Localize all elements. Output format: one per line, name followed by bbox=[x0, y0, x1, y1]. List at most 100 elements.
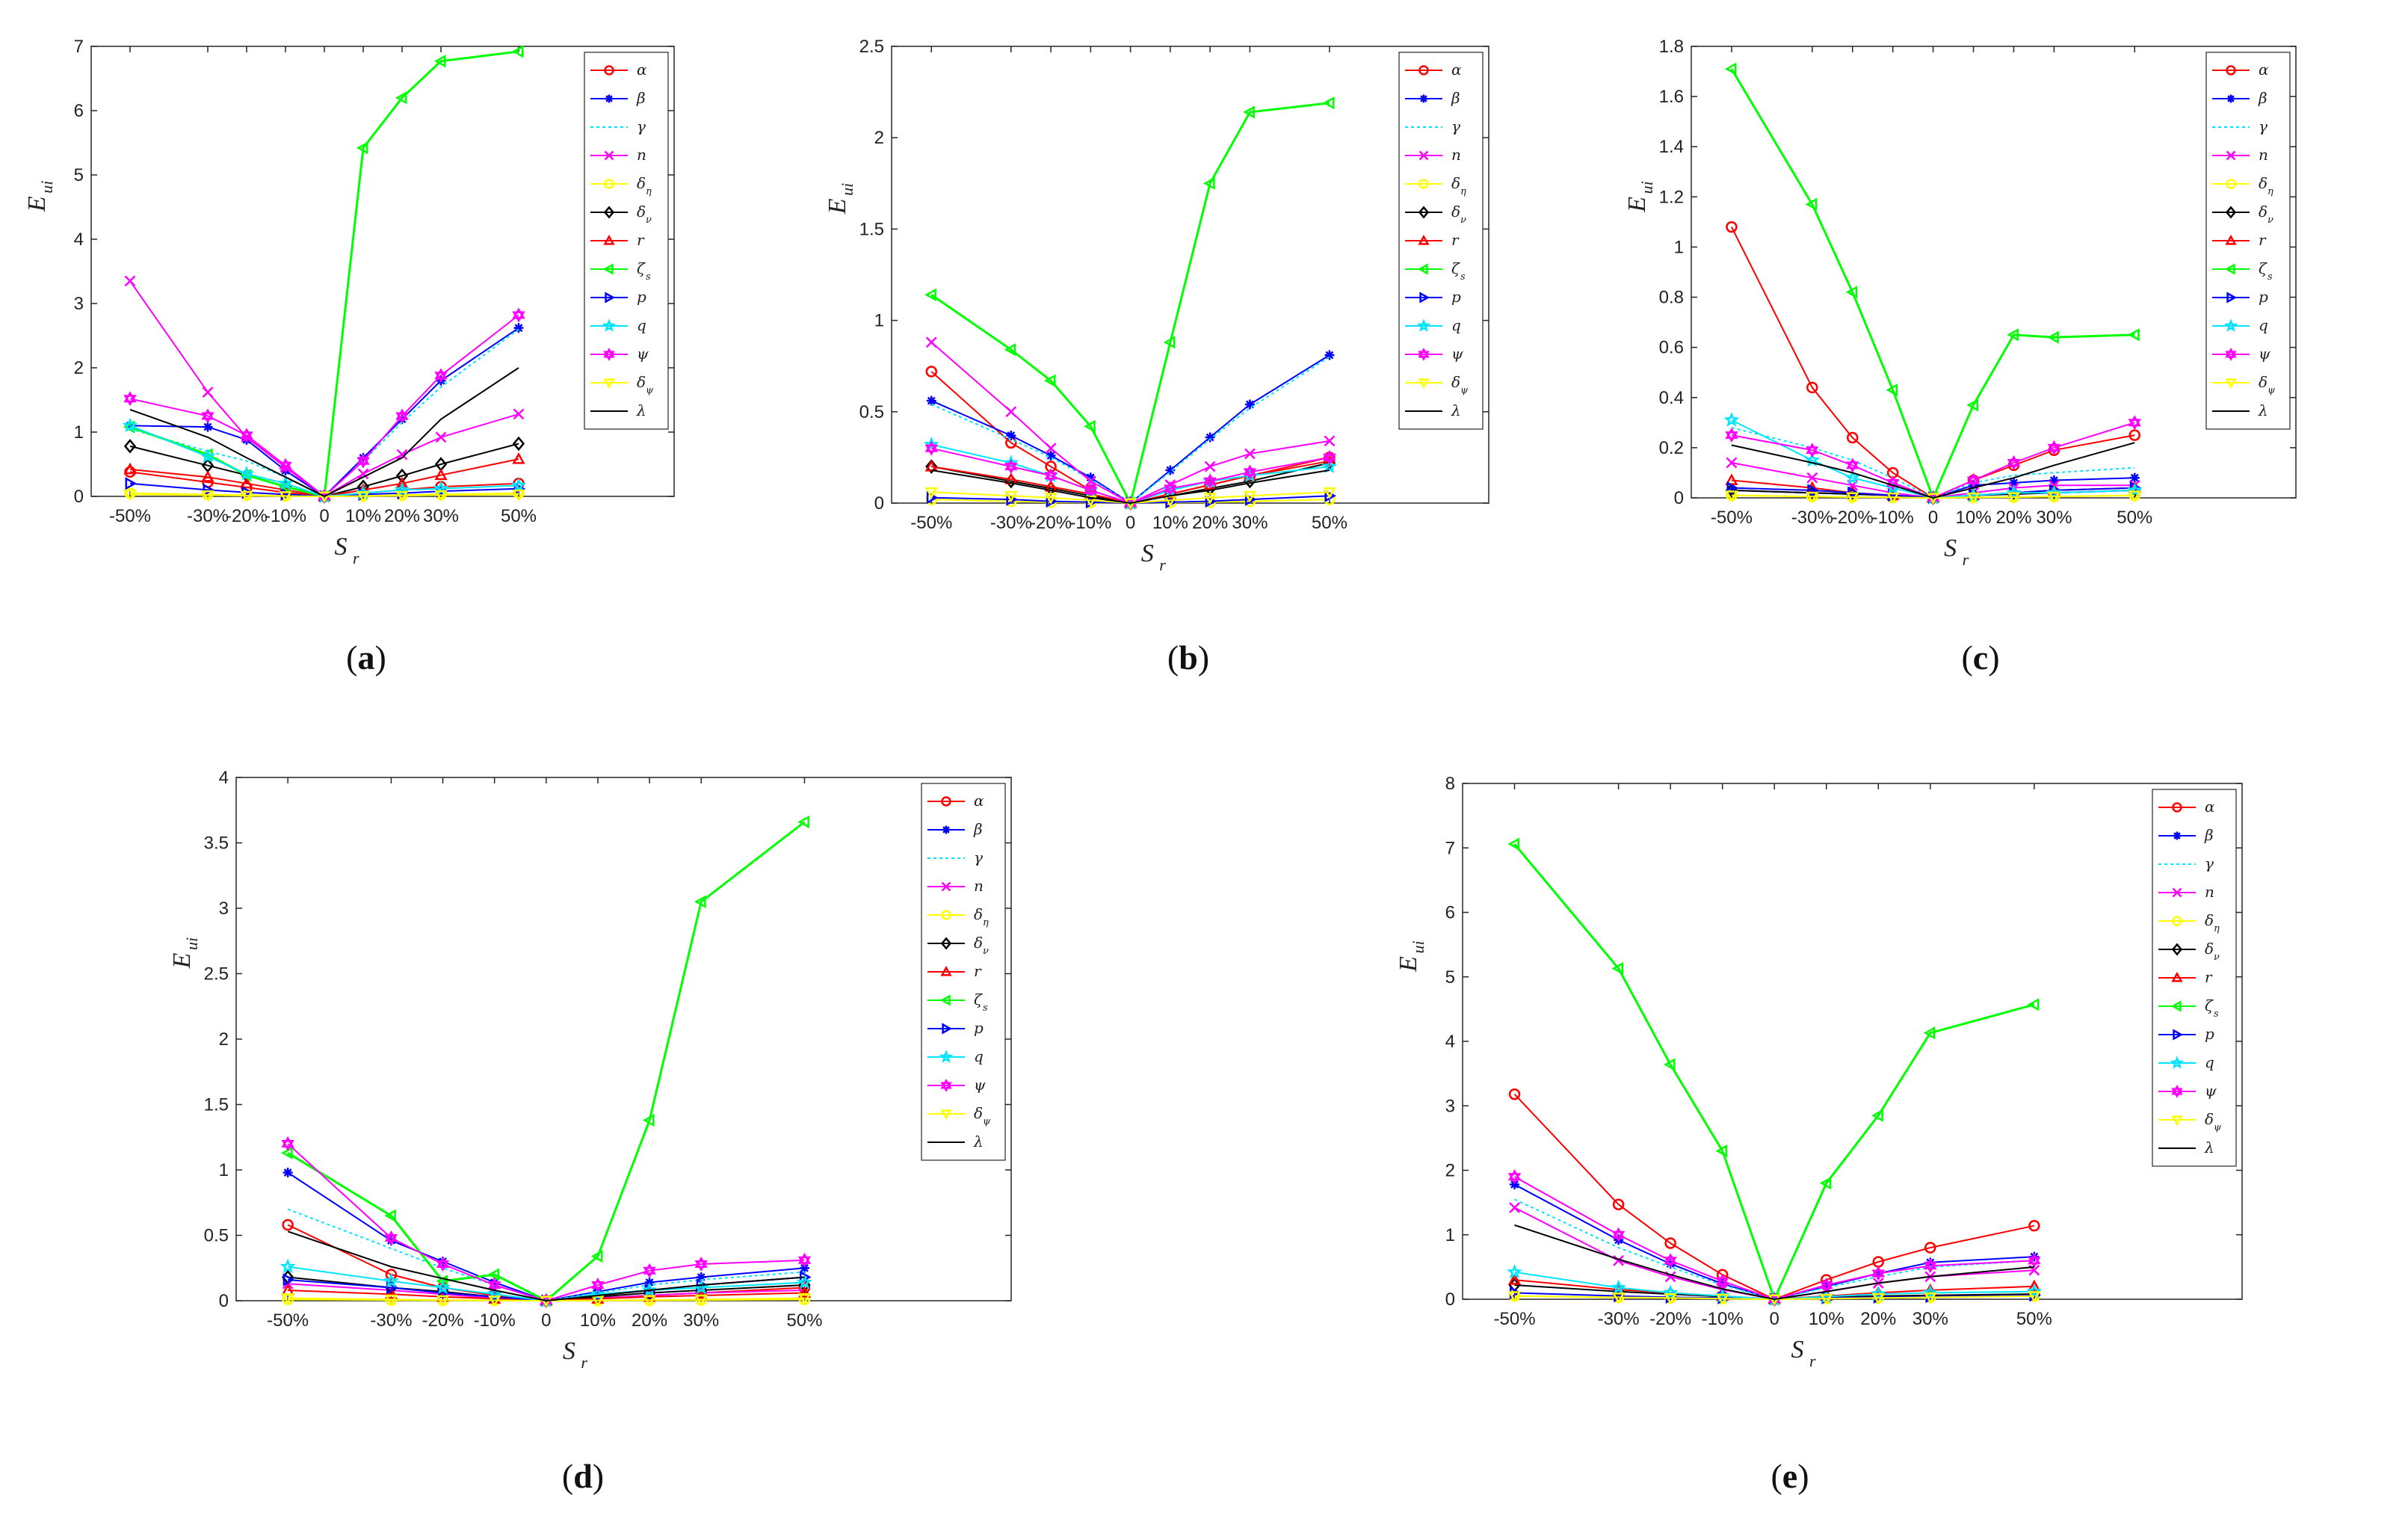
data-point-delta_psi bbox=[2047, 491, 2061, 504]
chart-panel-b: 0 0.5 1 1.5 2 2.5 -50% -30%-20%-10% 0 10% 20% 30% 50… bbox=[824, 37, 1489, 677]
data-point-zeta_s bbox=[433, 55, 446, 68]
y-tick-label: 7 bbox=[74, 37, 84, 57]
data-point-psi bbox=[512, 307, 525, 323]
x-tick-label: -50% bbox=[1494, 1309, 1536, 1329]
series-line-gamma bbox=[287, 1208, 805, 1302]
y-tick-label: 1 bbox=[1445, 1225, 1455, 1245]
x-tick-label: 0 bbox=[1928, 508, 1938, 528]
data-point-beta bbox=[1244, 399, 1255, 410]
series-line-gamma bbox=[1731, 427, 2135, 499]
y-tick-label: 0.6 bbox=[1659, 338, 1684, 358]
legend-marker-alpha bbox=[2226, 65, 2236, 76]
data-point-delta_psi bbox=[123, 489, 137, 502]
data-point-delta_psi bbox=[1926, 493, 1940, 505]
data-point-q bbox=[923, 436, 939, 452]
x-axis-label: S bbox=[563, 1337, 575, 1365]
y-tick-label: 3 bbox=[1445, 1096, 1455, 1116]
x-axis-label: S bbox=[1141, 540, 1154, 567]
y-axis-label: E bbox=[1395, 956, 1422, 973]
legend-marker-n bbox=[2172, 887, 2182, 898]
data-point-zeta_s bbox=[590, 1249, 603, 1263]
data-point-psi bbox=[1203, 473, 1217, 489]
data-point-n bbox=[124, 275, 136, 287]
y-tick-label: 1.5 bbox=[859, 219, 884, 239]
y-axis-label-sub: ui bbox=[37, 181, 56, 194]
data-point-psi bbox=[1084, 482, 1097, 498]
series-line-lambda bbox=[129, 367, 519, 498]
data-point-beta bbox=[1510, 1179, 1520, 1189]
legend-marker-r bbox=[940, 965, 952, 976]
data-point-delta_psi bbox=[356, 491, 370, 503]
legend-marker-delta_nu bbox=[603, 206, 615, 219]
data-point-psi bbox=[1507, 1169, 1522, 1185]
legend-label-n: n bbox=[2205, 883, 2214, 901]
legend-label-delta_eta: δ bbox=[2259, 174, 2267, 192]
data-point-n bbox=[202, 386, 214, 398]
data-point-delta_psi bbox=[2007, 492, 2021, 505]
y-axis-label-sub: ui bbox=[182, 937, 201, 950]
x-tick-label: 20% bbox=[1995, 508, 2031, 528]
legend-marker-r bbox=[603, 234, 615, 245]
x-tick-label: 50% bbox=[786, 1310, 822, 1331]
data-point-zeta_s bbox=[395, 91, 407, 105]
data-point-zeta_s bbox=[1203, 176, 1215, 190]
legend-marker-psi bbox=[2225, 348, 2237, 361]
legend-label-sub-zeta_s: s bbox=[1460, 271, 1466, 283]
legend-label-delta_eta: δ bbox=[637, 174, 646, 192]
legend-marker-beta bbox=[2173, 831, 2182, 840]
data-point-zeta_s bbox=[924, 288, 936, 302]
legend-marker-n bbox=[604, 150, 614, 161]
data-point-n bbox=[1045, 443, 1057, 455]
data-point-psi bbox=[1966, 472, 1981, 488]
legend-label-p: p bbox=[2259, 288, 2268, 306]
data-point-zeta_s bbox=[281, 1146, 293, 1159]
legend-marker-p bbox=[605, 292, 616, 304]
legend-marker-r bbox=[2225, 234, 2237, 245]
data-point-alpha bbox=[1664, 1237, 1676, 1249]
legend-marker-zeta_s bbox=[1417, 263, 1428, 275]
panel-caption: (a) bbox=[346, 638, 386, 677]
data-point-q bbox=[280, 1258, 296, 1274]
data-point-delta_psi bbox=[512, 489, 525, 502]
x-axis-label-sub: r bbox=[1159, 555, 1166, 574]
data-point-n bbox=[513, 408, 525, 420]
data-point-zeta_s bbox=[694, 895, 706, 908]
legend-marker-r bbox=[2171, 971, 2183, 982]
y-tick-label: 0.4 bbox=[1659, 388, 1684, 408]
data-point-q bbox=[435, 1279, 451, 1295]
legend-label-alpha: α bbox=[2259, 61, 2269, 78]
y-tick-label: 1.6 bbox=[1659, 87, 1684, 107]
data-point-psi bbox=[123, 391, 137, 407]
data-point-delta_psi bbox=[1084, 495, 1097, 508]
data-point-q bbox=[383, 1272, 399, 1288]
y-tick-label: 6 bbox=[1445, 903, 1455, 923]
data-point-zeta_s bbox=[1664, 1058, 1676, 1071]
data-point-q bbox=[2126, 482, 2143, 497]
data-point-zeta_s bbox=[511, 45, 524, 58]
legend-label-delta_psi: δ bbox=[2205, 1110, 2214, 1128]
data-point-n bbox=[435, 431, 447, 443]
data-point-zeta_s bbox=[1923, 1026, 1936, 1040]
data-point-q bbox=[1662, 1284, 1679, 1300]
x-tick-label: -10% bbox=[265, 506, 306, 526]
panel-caption: (e) bbox=[1771, 1457, 1809, 1495]
y-tick-label: 1 bbox=[874, 311, 884, 331]
data-point-n bbox=[396, 449, 408, 460]
data-point-psi bbox=[643, 1263, 656, 1278]
legend-label-alpha: α bbox=[2205, 798, 2215, 816]
data-point-delta_psi bbox=[591, 1296, 605, 1307]
legend-label-q: q bbox=[637, 316, 646, 334]
legend-label-zeta_s: ζ bbox=[637, 259, 646, 277]
panel-caption: (d) bbox=[562, 1457, 604, 1495]
data-point-psi bbox=[436, 1257, 450, 1272]
y-tick-label: 1 bbox=[1674, 237, 1684, 257]
data-point-delta_psi bbox=[1123, 498, 1137, 511]
data-point-q bbox=[510, 477, 527, 493]
data-point-q bbox=[122, 417, 138, 433]
data-point-psi bbox=[201, 408, 214, 424]
data-point-zeta_s bbox=[797, 815, 809, 829]
x-axis-label-sub: r bbox=[1809, 1352, 1816, 1370]
x-tick-label: 30% bbox=[683, 1310, 719, 1331]
